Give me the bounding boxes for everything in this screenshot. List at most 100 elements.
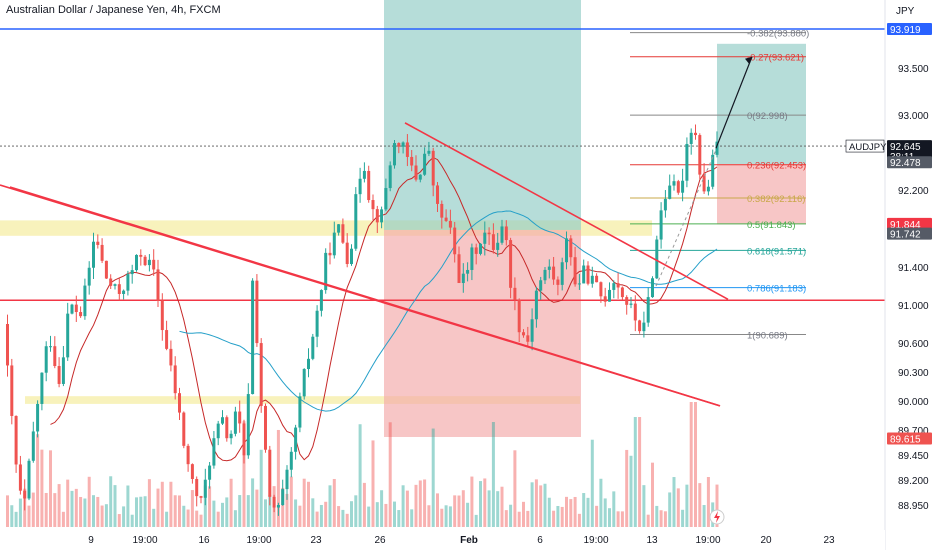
candle-body <box>203 479 207 498</box>
volume-bar <box>633 417 637 527</box>
volume-bar <box>242 421 246 527</box>
volume-bar <box>225 497 229 527</box>
volume-bar <box>14 511 18 527</box>
candle-body <box>689 132 693 144</box>
candle-body <box>23 490 27 499</box>
candle-body <box>178 393 181 413</box>
volume-bar <box>659 510 663 527</box>
volume-bar <box>208 486 212 527</box>
y-tick-label-13: 88.950 <box>898 501 929 512</box>
volume-bar <box>255 489 259 527</box>
zone-loss-5 <box>717 164 806 225</box>
volume-bar <box>160 481 164 527</box>
candle-body <box>423 153 427 175</box>
volume-bar <box>457 495 461 527</box>
y-tick-label-10: 89.700 <box>898 426 929 437</box>
volume-bar <box>83 498 87 527</box>
volume-bar <box>397 510 401 527</box>
candle-body <box>212 438 216 466</box>
candle-body <box>182 412 186 446</box>
volume-bar <box>470 476 474 527</box>
volume-bar <box>332 478 336 527</box>
candle-body <box>6 324 9 366</box>
volume-bar <box>681 509 685 527</box>
candle-body <box>453 227 457 255</box>
candle-body <box>229 433 233 439</box>
candle-body <box>466 269 470 274</box>
volume-bar <box>264 499 267 527</box>
volume-bar <box>289 476 293 527</box>
volume-bar <box>345 513 349 527</box>
volume-bar <box>556 506 560 527</box>
volume-bar <box>126 485 130 527</box>
candle-body <box>281 489 285 506</box>
candle-body <box>375 209 379 223</box>
candle-body <box>345 242 349 265</box>
candle-body <box>380 209 384 223</box>
volume-bar <box>565 496 568 527</box>
volume-bar <box>70 490 74 527</box>
volume-bar <box>96 496 100 527</box>
fib-label-5: 0.5(91.843) <box>747 220 796 231</box>
volume-bar <box>487 490 491 527</box>
volume-bar <box>367 506 371 527</box>
candle-body <box>444 217 448 221</box>
candle-body <box>595 275 599 283</box>
candle-body <box>702 174 706 192</box>
volume-bar <box>229 478 233 527</box>
volume-bar <box>79 496 83 527</box>
candle-body <box>491 234 495 250</box>
volume-bar <box>337 506 341 527</box>
volume-bar <box>534 479 538 527</box>
trendline-2-ext[interactable] <box>579 361 721 407</box>
candle-body <box>294 427 298 452</box>
candle-body <box>676 181 680 193</box>
volume-bar <box>638 417 642 527</box>
candle-body <box>319 290 323 311</box>
candle-body <box>238 411 242 424</box>
candle-body <box>565 238 568 263</box>
volume-marker-tag-bg <box>887 432 932 445</box>
volume-bar <box>380 490 384 527</box>
candle-body <box>92 241 95 268</box>
x-tick-label-3: 19:00 <box>246 535 271 546</box>
candle-body <box>324 252 328 291</box>
fib-label-2: 0(92.998) <box>747 111 788 122</box>
candle-body <box>36 403 40 432</box>
candle-body <box>479 243 482 254</box>
candle-body <box>625 297 629 305</box>
candle-body <box>414 165 418 180</box>
candle-body <box>289 451 293 470</box>
candle-body <box>651 278 654 298</box>
volume-bar <box>350 501 353 527</box>
candle-body <box>122 290 126 294</box>
candle-body <box>526 335 530 342</box>
x-tick-label-5: 26 <box>374 535 386 546</box>
candle-body <box>642 322 646 332</box>
candle-body <box>694 132 697 136</box>
candle-body <box>57 366 61 384</box>
candle-body <box>633 303 637 321</box>
volume-bar <box>436 493 439 527</box>
projection-arrow-line[interactable] <box>715 56 753 149</box>
trendline-1[interactable] <box>404 122 729 301</box>
candle-body <box>109 278 113 286</box>
volume-bar <box>302 478 306 527</box>
volume-bar <box>526 510 530 527</box>
candle-body <box>165 330 169 349</box>
volume-bar <box>388 422 392 527</box>
fib-label-8: 1(90.689) <box>747 331 788 342</box>
volume-bar <box>109 476 113 527</box>
volume-bar <box>706 477 710 527</box>
candle-body <box>354 194 358 249</box>
candle-body <box>341 224 345 243</box>
candle-body <box>560 262 564 285</box>
volume-bar <box>479 481 482 527</box>
volume-bar <box>509 504 513 527</box>
volume-bar <box>414 484 418 527</box>
trendline-2[interactable] <box>9 186 581 364</box>
symbol-tag: AUDJPY <box>849 142 887 153</box>
volume-bar <box>569 499 573 527</box>
